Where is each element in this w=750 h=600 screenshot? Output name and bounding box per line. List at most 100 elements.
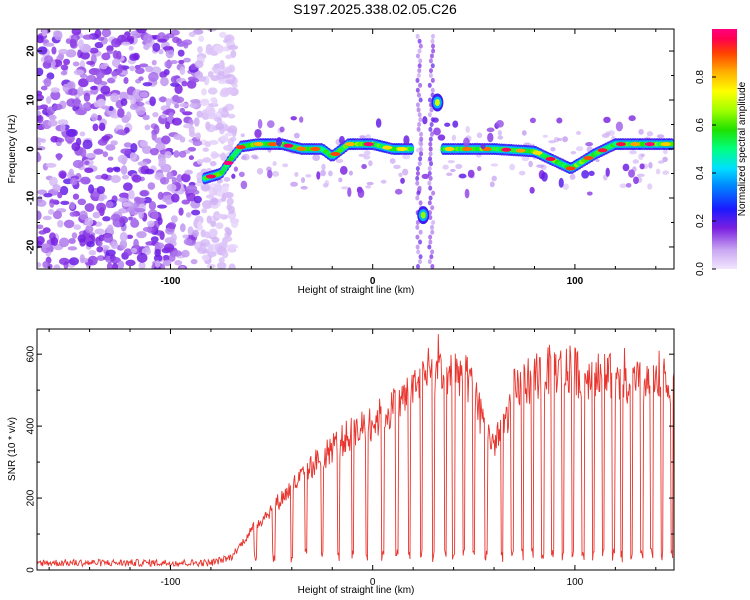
noise-blob xyxy=(183,123,193,129)
noise-blob xyxy=(103,233,114,243)
noise-blob xyxy=(141,145,152,155)
noise-blob xyxy=(42,215,52,221)
noise-blob xyxy=(48,208,55,215)
noise-blob xyxy=(139,63,149,68)
noise-blob xyxy=(123,182,133,191)
ridge-peak xyxy=(615,142,626,147)
noise-blob xyxy=(202,147,209,152)
ridge-peak xyxy=(444,147,455,151)
noise-blob xyxy=(171,250,182,257)
noise-blob xyxy=(92,123,99,132)
noise-blob xyxy=(105,144,116,151)
noise-blob xyxy=(207,244,214,253)
noise-blob xyxy=(170,233,177,242)
noise-blob xyxy=(223,177,231,182)
noise-blob xyxy=(198,35,205,43)
noise-blob xyxy=(120,98,128,106)
vertical-streak xyxy=(429,107,434,113)
colorbar-tick-label: 0.0 xyxy=(695,262,706,276)
noise-blob xyxy=(160,114,167,119)
noise-blob xyxy=(117,107,125,118)
noise-blob xyxy=(144,168,155,175)
noise-blob xyxy=(101,105,110,110)
noise-blob xyxy=(40,243,51,248)
noise-blob xyxy=(47,119,58,127)
noise-blob xyxy=(100,85,111,95)
colorbar-tick-label: 0.2 xyxy=(695,214,706,228)
noise-blob xyxy=(223,87,235,94)
noise-blob xyxy=(165,48,174,59)
noise-blob xyxy=(201,254,210,261)
noise-blob xyxy=(170,82,180,87)
ridge-side-blob xyxy=(361,163,367,170)
faint-blob xyxy=(398,172,403,178)
vertical-streak xyxy=(428,126,433,132)
faint-blob xyxy=(521,155,530,162)
noise-blob xyxy=(71,29,82,36)
noise-blob xyxy=(165,33,175,39)
noise-blob xyxy=(95,70,105,79)
noise-blob xyxy=(181,249,190,258)
noise-blob xyxy=(133,196,141,203)
vertical-streak xyxy=(416,92,421,98)
faint-blob xyxy=(562,136,568,143)
noise-blob xyxy=(37,235,45,245)
noise-blob xyxy=(129,65,136,72)
snr-x-axis-title: Height of straight line (km) xyxy=(298,585,415,596)
faint-blob xyxy=(509,163,516,171)
ridge-peak xyxy=(565,166,576,171)
faint-blob xyxy=(300,185,308,190)
ridge-side-blob xyxy=(464,188,470,199)
noise-blob xyxy=(152,42,161,52)
ridge-side-blob xyxy=(267,169,273,179)
faint-blob xyxy=(455,163,463,169)
ridge-side-blob xyxy=(633,176,639,185)
faint-blob xyxy=(230,136,237,142)
noise-blob xyxy=(96,202,107,213)
vertical-streak xyxy=(427,244,432,250)
faint-blob xyxy=(619,183,627,189)
ridge-peak xyxy=(583,155,594,160)
noise-blob xyxy=(231,220,239,229)
faint-blob xyxy=(557,137,563,141)
noise-blob xyxy=(119,208,127,214)
vertical-streak xyxy=(416,126,421,132)
vertical-streak xyxy=(428,68,433,74)
noise-blob xyxy=(158,157,167,166)
vertical-streak xyxy=(418,58,423,64)
noise-blob xyxy=(48,176,58,187)
snr-panel: -100 0 100 0 200 400 600 Height of straight li… xyxy=(7,328,675,596)
noise-blob xyxy=(188,119,194,126)
noise-blob xyxy=(171,176,177,184)
ridge-side-blob xyxy=(400,177,405,184)
ridge-side-blob xyxy=(467,169,475,178)
noise-blob xyxy=(37,210,42,221)
noise-blob xyxy=(225,79,236,85)
vertical-streak xyxy=(415,175,420,181)
ridge-core xyxy=(668,141,674,147)
vertical-streak xyxy=(431,48,436,54)
ridge-peak xyxy=(382,145,393,150)
vertical-streak xyxy=(430,33,435,39)
noise-blob xyxy=(202,157,212,163)
noise-blob xyxy=(214,44,225,54)
ridge-side-blob xyxy=(639,163,645,170)
noise-blob xyxy=(226,204,232,211)
ridge-peak xyxy=(462,147,473,151)
vertical-streak xyxy=(429,122,434,128)
noise-blob xyxy=(48,114,57,121)
faint-blob xyxy=(632,159,639,164)
faint-blob xyxy=(662,149,668,155)
vertical-streak xyxy=(427,166,432,172)
vertical-streak xyxy=(428,185,433,191)
noise-blob xyxy=(165,97,172,108)
ridge-side-blob xyxy=(615,121,623,132)
noise-blob xyxy=(110,92,120,103)
noise-blob xyxy=(148,71,159,82)
noise-blob xyxy=(227,44,239,51)
vertical-streak xyxy=(417,185,422,191)
vertical-streak xyxy=(418,82,423,88)
noise-blob xyxy=(37,152,41,162)
noise-blob xyxy=(192,140,203,147)
